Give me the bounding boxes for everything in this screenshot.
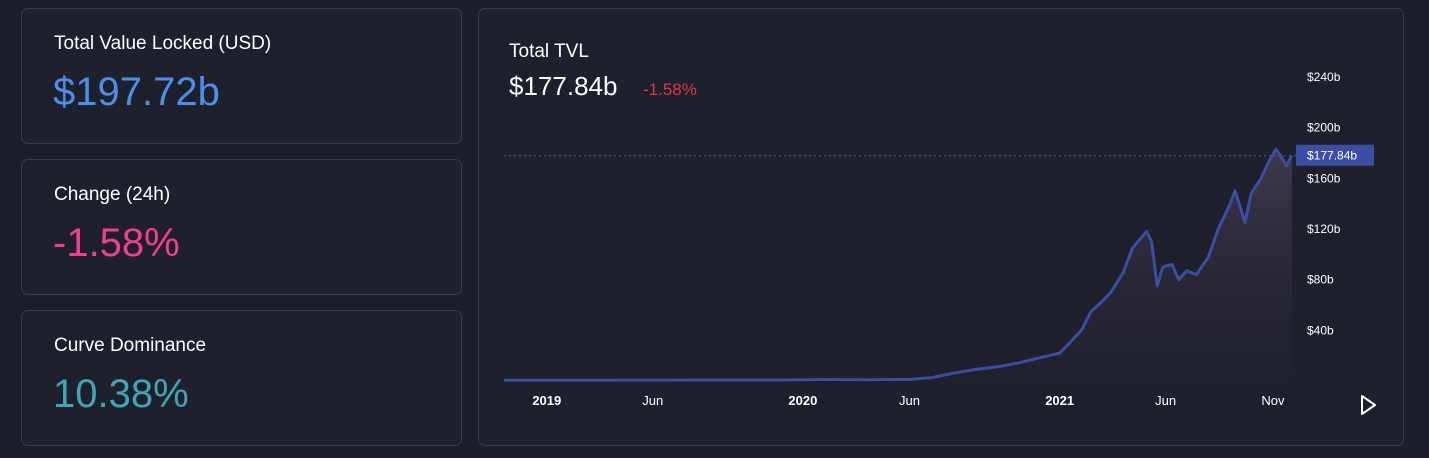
y-tick-label: $200b (1307, 121, 1341, 135)
x-tick-label: Jun (1155, 393, 1176, 408)
y-tick-label: $120b (1307, 222, 1341, 236)
y-tick-label: $80b (1307, 273, 1334, 287)
play-button[interactable] (1357, 393, 1381, 417)
x-tick-label: Jun (899, 393, 920, 408)
change-card: Change (24h) -1.58% (21, 159, 462, 295)
chart-change: -1.58% (643, 80, 697, 99)
tvl-card: Total Value Locked (USD) $197.72b (21, 8, 462, 144)
tvl-value: $197.72b (53, 70, 220, 114)
x-tick-label: Jun (642, 393, 663, 408)
current-value-badge-label: $177.84b (1307, 149, 1357, 163)
dominance-card: Curve Dominance 10.38% (21, 310, 462, 446)
x-tick-label: 2019 (532, 393, 561, 408)
y-tick-label: $40b (1307, 323, 1334, 337)
change-label: Change (24h) (54, 184, 171, 205)
play-icon (1361, 395, 1376, 415)
dominance-label: Curve Dominance (54, 335, 207, 356)
chart-current-value: $177.84b (509, 71, 618, 101)
tvl-series-line (504, 147, 1294, 382)
y-tick-label: $240b (1307, 70, 1341, 84)
x-tick-label: 2020 (788, 393, 817, 408)
tvl-label: Total Value Locked (USD) (54, 33, 272, 54)
chart-title: Total TVL (509, 41, 589, 62)
x-tick-label: Nov (1261, 393, 1285, 408)
tvl-chart[interactable]: $40b $80b $120b $160b $200b $240b $177.84b 2019… (479, 9, 1405, 447)
x-tick-label: 2021 (1045, 393, 1074, 408)
current-value-badge (1296, 144, 1374, 166)
dominance-value: 10.38% (53, 372, 189, 416)
y-tick-label: $160b (1307, 171, 1341, 185)
tvl-area-fill (504, 149, 1292, 381)
change-value: -1.58% (53, 221, 180, 265)
tvl-chart-card: Total TVL $177.84b -1.58% $40b $80b $120b $… (478, 8, 1404, 446)
